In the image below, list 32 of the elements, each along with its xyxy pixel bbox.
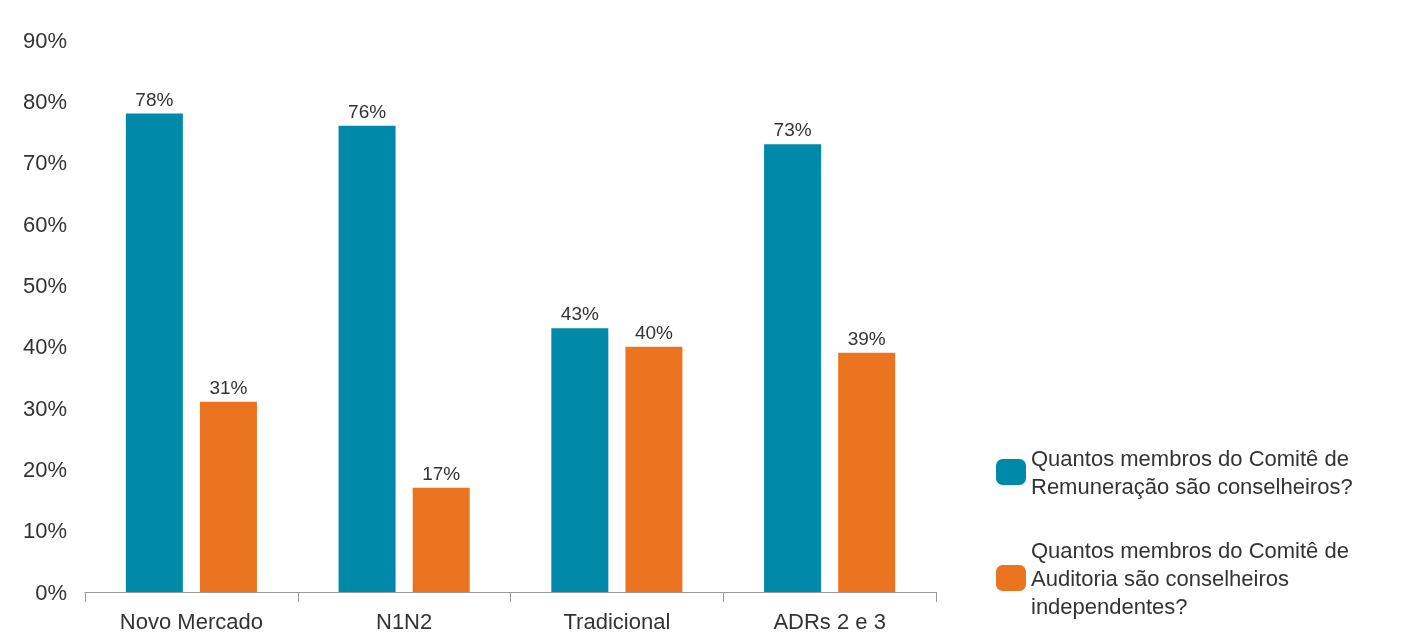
bar [338,125,396,592]
y-tick-label: 90% [22,27,67,53]
data-label: 31% [209,376,248,398]
y-tick-label: 50% [22,272,67,298]
data-label: 17% [422,462,461,484]
bar [412,487,470,592]
y-tick-label: 30% [22,395,67,421]
legend-label: Quantos membros do Comitê de Auditoria são conselheiros independentes? [1031,537,1356,619]
bar [125,113,183,592]
y-tick-label: 0% [35,579,67,605]
x-tick-label: N1N2 [376,608,433,634]
x-tick-label: ADRs 2 e 3 [773,608,886,634]
data-label: 73% [773,119,812,141]
x-tick-label: Novo Mercado [119,608,263,634]
y-tick-label: 10% [22,518,67,544]
bar [551,328,609,592]
data-label: 43% [560,303,599,325]
x-tick-label: Tradicional [563,608,671,634]
data-label: 40% [634,321,674,343]
y-tick-label: 20% [22,456,67,482]
data-label: 76% [348,100,387,122]
bar [199,401,257,592]
y-tick-label: 80% [22,88,67,114]
y-tick-label: 40% [22,334,67,360]
bar [764,144,822,592]
data-label: 78% [135,88,174,110]
y-tick-label: 70% [22,150,67,176]
data-label: 39% [847,327,886,349]
y-tick-label: 60% [22,211,67,237]
bar [625,346,683,592]
bar [838,352,896,592]
legend-label: Quantos membros do Comitê de Remuneração são conselheiros? [1031,445,1356,499]
